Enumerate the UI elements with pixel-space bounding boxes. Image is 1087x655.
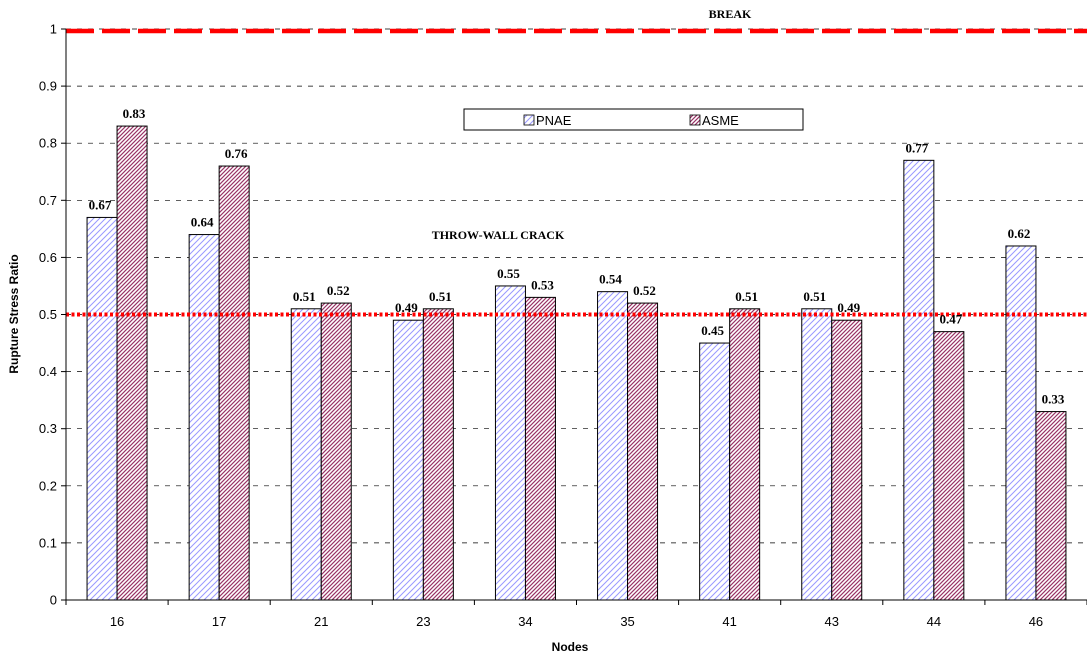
data-label-pnae-46: 0.62 (1008, 226, 1031, 241)
data-label-asme-23: 0.51 (429, 289, 452, 304)
bars (86, 125, 1067, 601)
bar-pnae-46 (1005, 245, 1037, 601)
y-tick-label: 0.3 (39, 421, 57, 436)
data-label-asme-46: 0.33 (1042, 392, 1065, 407)
y-tick-label: 0.6 (39, 250, 57, 265)
y-tick-label: 0.4 (39, 364, 57, 379)
data-labels: 0.67 0.64 0.51 0.49 0.55 0.54 0.45 0.51 0.77 0.62… (89, 106, 1065, 407)
bar-pnae-35 (597, 291, 629, 601)
x-tick-label: 21 (314, 614, 328, 629)
data-label-asme-21: 0.52 (327, 283, 350, 298)
y-tick-label: 0 (50, 593, 57, 608)
data-label-asme-34: 0.53 (531, 277, 554, 292)
legend-label-pnae: PNAE (536, 113, 572, 128)
bar-asme-34 (524, 296, 556, 601)
bar-asme-35 (627, 302, 659, 601)
x-tick-label: 23 (416, 614, 430, 629)
reference-label-break: BREAK (709, 7, 752, 21)
data-label-asme-41: 0.51 (735, 289, 758, 304)
y-tick-label: 0.5 (39, 307, 57, 322)
data-label-pnae-35: 0.54 (599, 272, 622, 287)
y-axis-title: Rupture Stress Ratio (7, 254, 21, 373)
y-tick-label: 0.9 (39, 79, 57, 94)
x-tick-label: 46 (1029, 614, 1043, 629)
bar-asme-46 (1035, 411, 1067, 601)
data-label-pnae-44: 0.77 (905, 140, 928, 155)
x-tick-label: 17 (212, 614, 226, 629)
reference-lines: BREAK THROW-WALL CRACK (66, 7, 1087, 317)
data-label-pnae-43: 0.51 (803, 289, 826, 304)
legend: PNAE ASME (463, 108, 804, 131)
x-tick-label: 41 (722, 614, 736, 629)
bar-asme-23 (422, 308, 454, 601)
y-tick-label: 1 (50, 22, 57, 37)
x-tick-label: 44 (927, 614, 941, 629)
bar-asme-41 (729, 308, 761, 601)
legend-box (463, 108, 804, 131)
y-tick-label: 0.2 (39, 478, 57, 493)
data-label-pnae-34: 0.55 (497, 266, 520, 281)
data-label-pnae-16: 0.67 (89, 197, 112, 212)
bar-pnae-43 (801, 308, 833, 601)
x-tick-label: 43 (825, 614, 839, 629)
data-label-pnae-17: 0.64 (191, 215, 214, 230)
data-label-asme-35: 0.52 (633, 283, 656, 298)
bar-pnae-41 (699, 342, 731, 601)
data-label-pnae-41: 0.45 (701, 323, 724, 338)
legend-label-asme: ASME (702, 113, 739, 128)
reference-label-crack: THROW-WALL CRACK (432, 228, 565, 242)
data-label-pnae-23: 0.49 (395, 300, 418, 315)
y-tick-label: 0.1 (39, 535, 57, 550)
bar-pnae-17 (188, 234, 220, 601)
x-tick-label: 35 (620, 614, 634, 629)
bar-asme-16 (116, 125, 148, 601)
x-tick-label: 16 (110, 614, 124, 629)
bar-pnae-23 (392, 319, 424, 601)
bar-pnae-16 (86, 216, 118, 601)
legend-swatch-asme (689, 114, 701, 126)
data-label-asme-17: 0.76 (225, 146, 248, 161)
data-label-asme-43: 0.49 (837, 300, 860, 315)
bar-asme-21 (320, 302, 352, 601)
data-label-asme-44: 0.47 (939, 312, 962, 327)
bar-pnae-44 (903, 159, 935, 601)
axes: 0 0.1 0.2 0.3 0.4 0.5 0.6 0.7 0.8 0.9 1 16 17 21 23 34 3… (39, 22, 1087, 629)
x-tick-label: 34 (518, 614, 532, 629)
data-label-asme-16: 0.83 (123, 106, 146, 121)
bar-pnae-21 (290, 308, 322, 601)
x-axis-title: Nodes (552, 640, 589, 654)
bar-pnae-34 (494, 285, 526, 601)
bar-asme-44 (933, 331, 965, 601)
y-tick-label: 0.8 (39, 136, 57, 151)
bar-asme-17 (218, 165, 250, 601)
y-tick-label: 0.7 (39, 193, 57, 208)
data-label-pnae-21: 0.51 (293, 289, 316, 304)
legend-swatch-pnae (523, 114, 535, 126)
bar-asme-43 (831, 319, 863, 601)
